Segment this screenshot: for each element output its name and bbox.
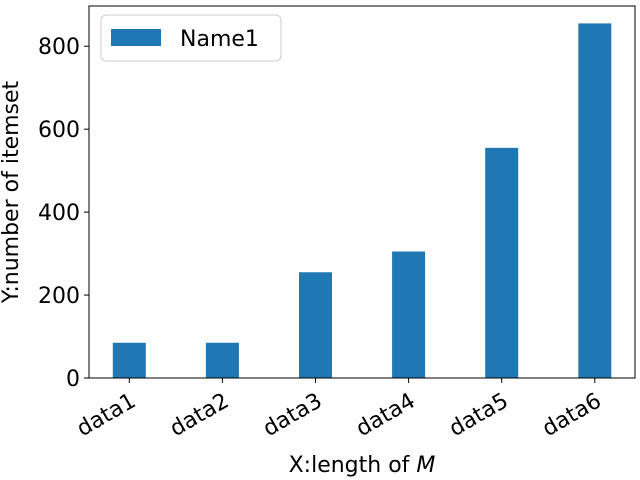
bar-data2 — [205, 342, 239, 378]
bar-data5 — [485, 147, 519, 378]
legend-swatch — [111, 29, 161, 46]
legend: Name1 — [100, 14, 282, 62]
y-axis-ticks: 0 200 400 600 800 — [38, 35, 89, 392]
plot-frame — [88, 5, 636, 379]
x-axis-label: X:length of M — [289, 453, 436, 478]
y-axis-label: Y:number of itemset — [0, 80, 24, 304]
bar-data4 — [392, 251, 426, 378]
y-tick-label: 600 — [38, 118, 80, 143]
y-tick-label: 200 — [38, 284, 80, 309]
y-tick-label: 800 — [38, 35, 80, 60]
y-tick-label: 0 — [66, 367, 80, 392]
bar-data3 — [299, 272, 332, 378]
y-tick-label: 400 — [38, 201, 80, 226]
bar-data6 — [578, 23, 612, 378]
bars-layer — [112, 23, 612, 378]
x-axis-label-math: M — [416, 453, 435, 478]
legend-label: Name1 — [180, 27, 259, 52]
legend-frame — [100, 14, 282, 62]
bar-data1 — [112, 342, 146, 378]
